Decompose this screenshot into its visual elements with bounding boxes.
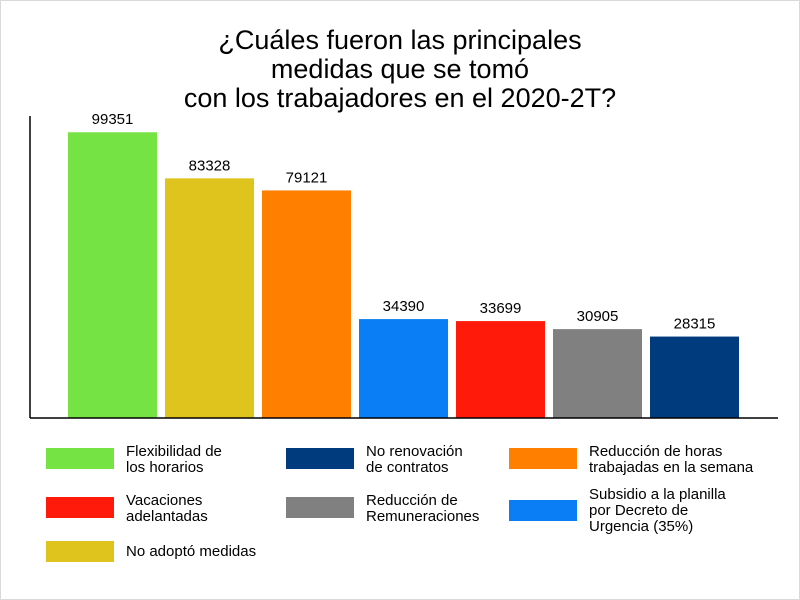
legend-label: Reducción de horas trabajadas en la seman… xyxy=(589,444,789,476)
legend-swatch xyxy=(509,448,577,469)
bar-value-label-5: 33699 xyxy=(480,300,522,317)
legend-label: No renovación de contratos xyxy=(366,444,566,476)
bar-value-label-2: 83328 xyxy=(189,157,231,174)
legend-label-line: No renovación xyxy=(366,443,463,460)
bar-2 xyxy=(165,178,254,418)
legend-label-line: Vacaciones xyxy=(126,492,203,509)
bar-value-label-4: 34390 xyxy=(383,298,425,315)
legend-label: Flexibilidad de los horarios xyxy=(126,444,326,476)
legend-label-line: adelantadas xyxy=(126,508,208,525)
bar-value-label-6: 30905 xyxy=(577,308,619,325)
legend-label-line: por Decreto de xyxy=(589,502,689,519)
legend-label-line: los horarios xyxy=(126,459,204,476)
bar-value-label-7: 28315 xyxy=(674,316,716,333)
legend-label: Subsidio a la planilla por Decreto de Urge… xyxy=(589,487,789,535)
legend-label: Vacaciones adelantadas xyxy=(126,493,326,525)
bar-4 xyxy=(359,319,448,418)
legend-swatch xyxy=(509,500,577,521)
legend-swatch xyxy=(46,448,114,469)
bar-value-label-1: 99351 xyxy=(92,111,134,128)
chart-title-line-2: medidas que se tomó xyxy=(270,54,530,84)
legend-label-line: de contratos xyxy=(366,459,449,476)
legend-swatch xyxy=(46,541,114,562)
bar-1 xyxy=(68,132,157,418)
legend-swatch xyxy=(286,497,354,518)
legend-label-line: Remuneraciones xyxy=(366,508,480,525)
chart-title-line-3: con los trabajadores en el 2020-2T? xyxy=(183,83,617,113)
legend-label-line: trabajadas en la semana xyxy=(589,459,754,476)
legend-label-line: Reducción de xyxy=(366,492,458,509)
chart-title: ¿Cuáles fueron las principales medidas q… xyxy=(0,26,800,113)
chart-title-line-1: ¿Cuáles fueron las principales xyxy=(218,25,582,55)
legend-swatch xyxy=(286,448,354,469)
legend-label-line: No adoptó medidas xyxy=(126,543,257,560)
legend-label: Reducción de Remuneraciones xyxy=(366,493,566,525)
legend-label: No adoptó medidas xyxy=(126,544,326,560)
legend-label-line: Urgencia (35%) xyxy=(589,518,694,535)
bar-6 xyxy=(553,329,642,418)
bar-value-label-3: 79121 xyxy=(286,169,328,186)
bar-7 xyxy=(650,336,739,418)
legend-swatch xyxy=(46,497,114,518)
bar-5 xyxy=(456,321,545,418)
legend-label-line: Subsidio a la planilla xyxy=(589,486,726,503)
legend-label-line: Flexibilidad de xyxy=(126,443,222,460)
legend-label-line: Reducción de horas xyxy=(589,443,723,460)
bar-3 xyxy=(262,190,351,418)
